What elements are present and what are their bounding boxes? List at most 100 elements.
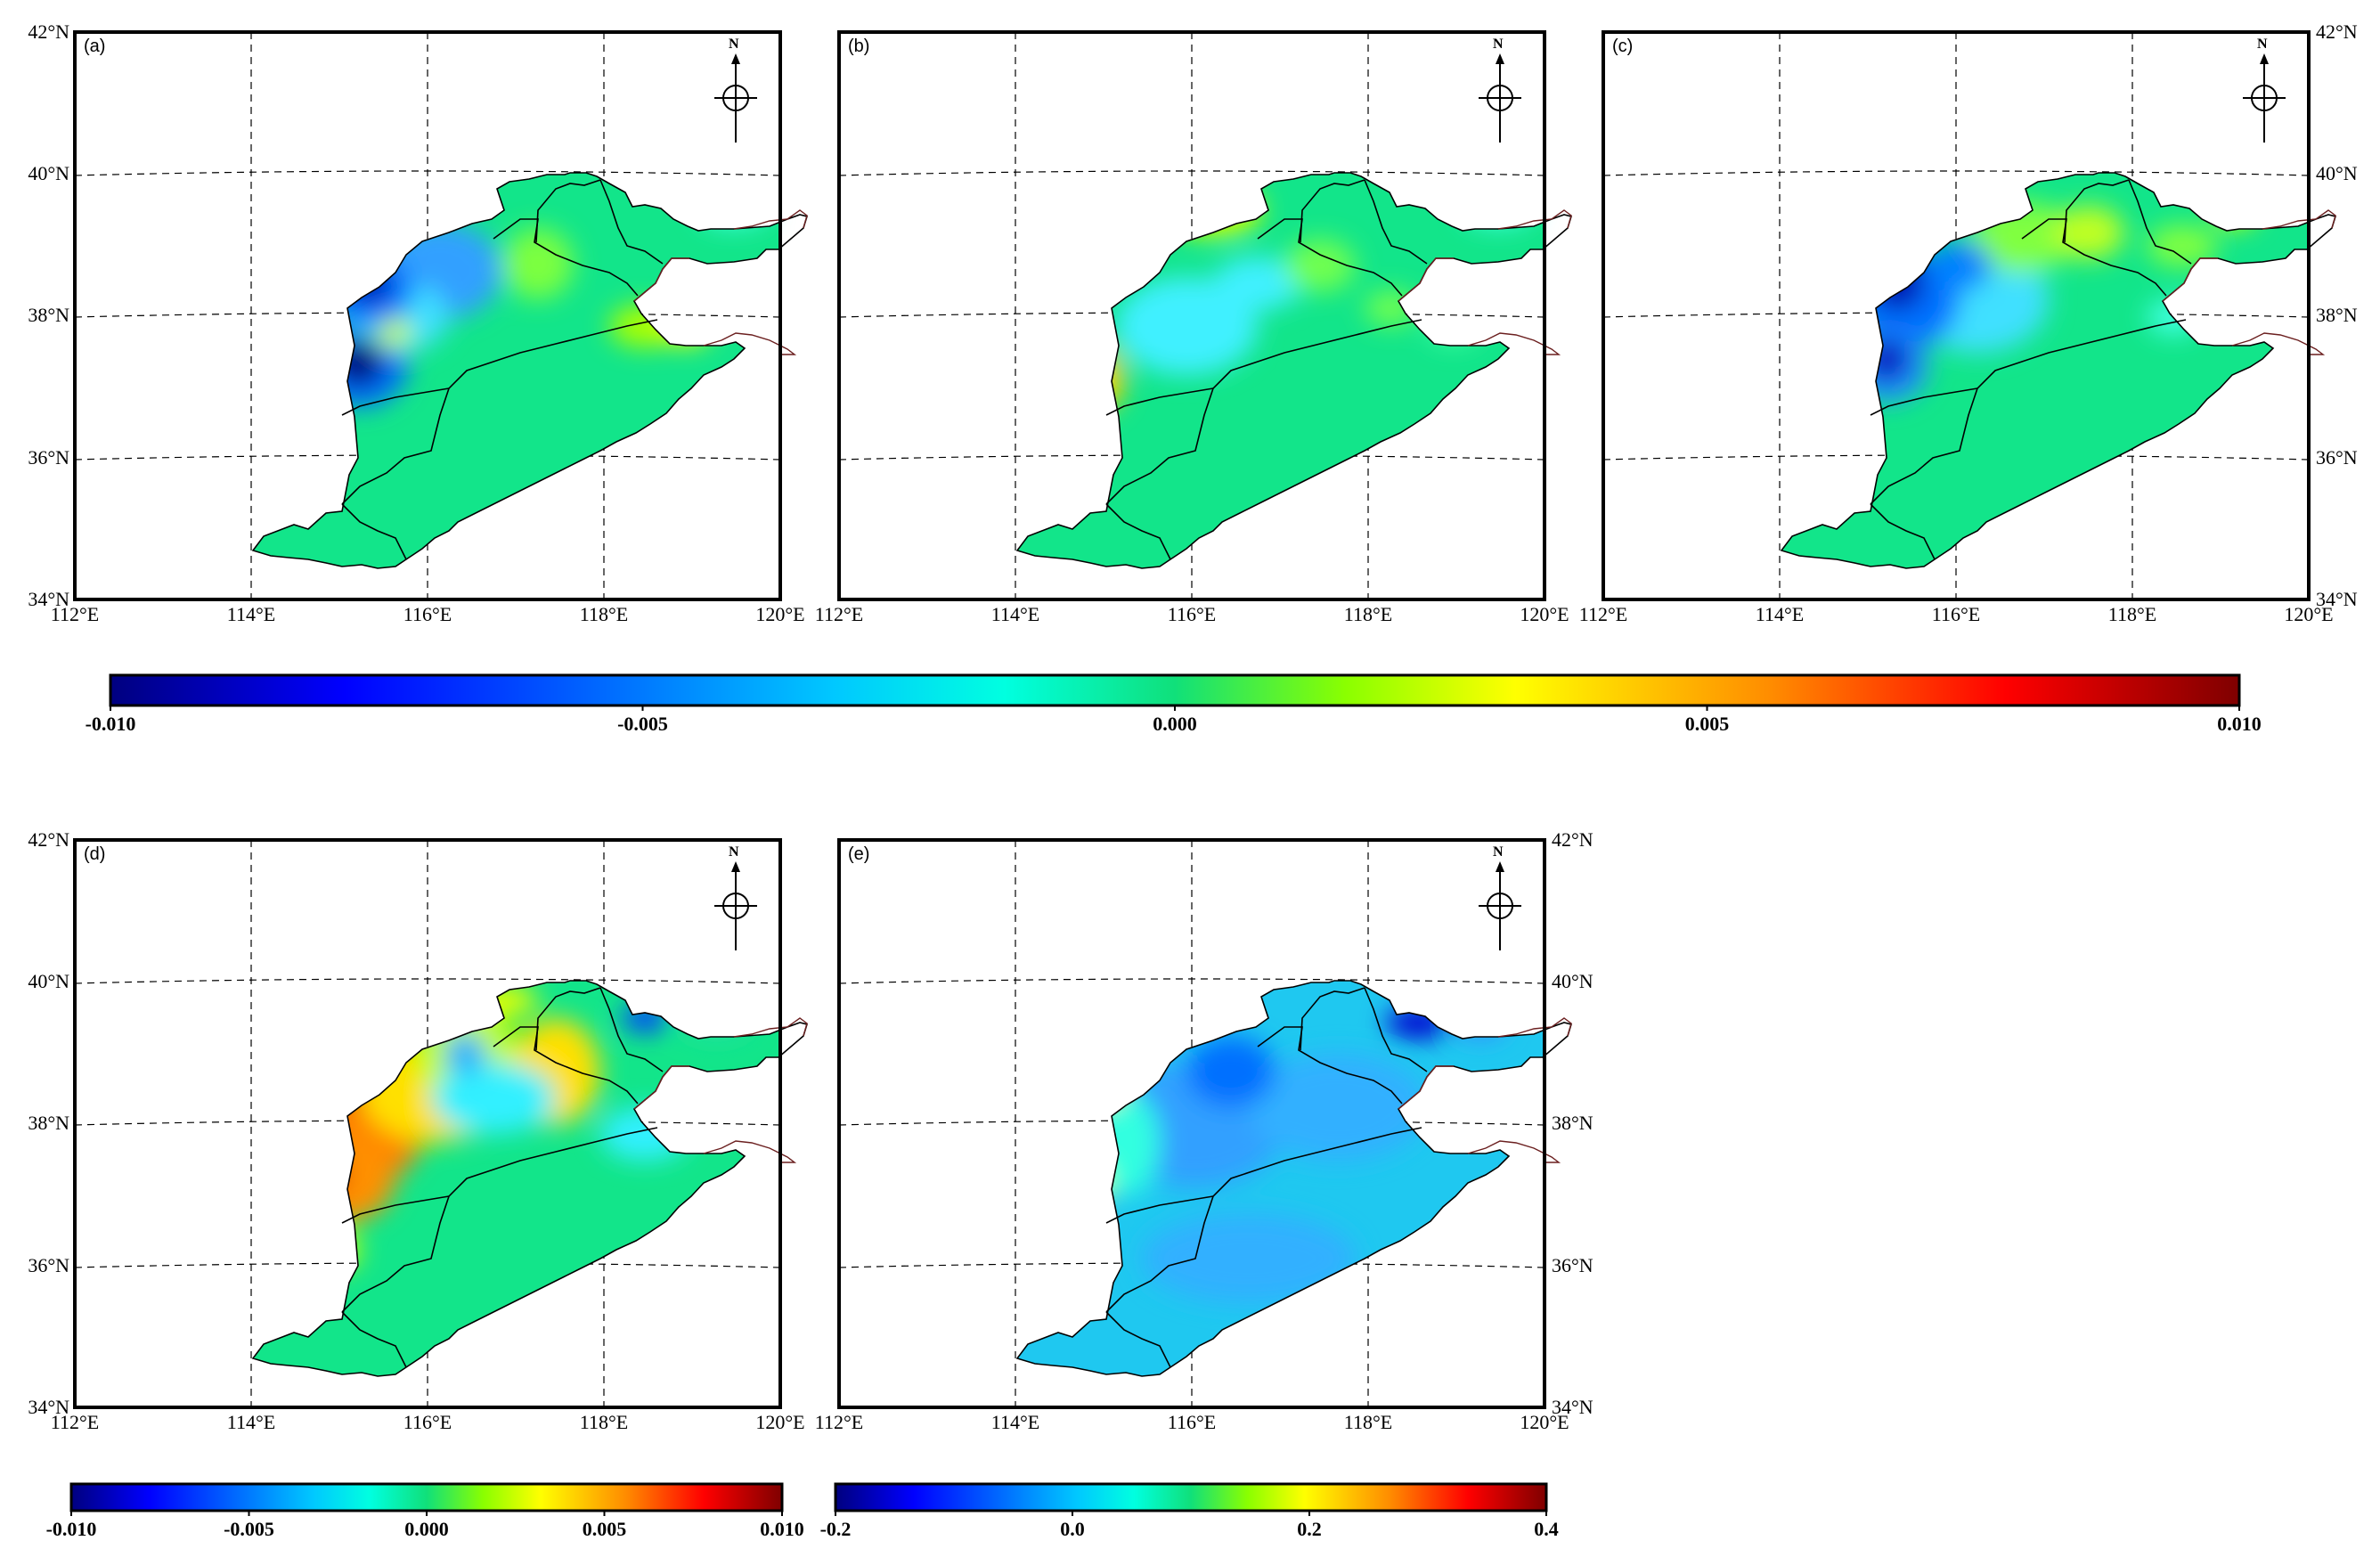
field-blob xyxy=(1069,1163,1108,1202)
province-boundary xyxy=(1105,1311,1171,1368)
province-boundary xyxy=(493,1026,639,1105)
x-tick-label: 116°E xyxy=(403,603,452,625)
field-blob xyxy=(2214,192,2257,228)
province-boundary xyxy=(1105,503,1171,560)
field-blob xyxy=(1115,277,1258,375)
colorbar-tick-label: 0.000 xyxy=(404,1518,449,1540)
y-tick-label: 40°N xyxy=(1552,970,1593,992)
field-blob xyxy=(297,1054,361,1107)
field-blob xyxy=(297,1151,343,1197)
colorbar-tick-label: -0.010 xyxy=(46,1518,97,1540)
field-e xyxy=(1017,981,1545,1376)
colorbar-tick-label: -0.005 xyxy=(617,713,668,735)
province-boundary xyxy=(341,1311,407,1368)
parallel-line xyxy=(74,978,781,984)
province-boundary xyxy=(341,503,407,560)
field-a xyxy=(253,173,780,568)
field-blob xyxy=(1142,1214,1356,1303)
x-tick-label: 118°E xyxy=(1344,1411,1392,1433)
map-panel-e: (e) N 112°E 114°E 116°E 118°E 120°E34°N 36°N 38°… xyxy=(815,828,1593,1433)
y-tick-label: 40°N xyxy=(28,162,69,184)
coastline xyxy=(1497,209,1572,230)
province-boundary xyxy=(493,218,639,297)
field-blob xyxy=(502,228,574,299)
coastline xyxy=(1398,1065,1561,1163)
y-tick-label: 38°N xyxy=(1552,1112,1593,1134)
province-boundary xyxy=(1364,179,1428,265)
map-frame xyxy=(73,838,782,1409)
panel-label: (d) xyxy=(84,844,105,864)
province-boundary xyxy=(341,387,450,416)
x-tick-label: 112°E xyxy=(1579,603,1627,625)
map-panel-b: (b) N 112°E 114°E 116°E 118°E 120°E xyxy=(815,30,1572,625)
colorbar-tick-label: -0.2 xyxy=(820,1518,852,1540)
north-arrow-icon: N xyxy=(714,37,757,143)
north-label: N xyxy=(1493,844,1504,860)
x-tick-label: 120°E xyxy=(1520,1411,1569,1433)
field-blob xyxy=(2053,206,2124,259)
y-tick-label: 42°N xyxy=(28,20,69,43)
field-blob xyxy=(1088,1089,1160,1196)
province-boundary xyxy=(1870,503,1936,560)
field-blob xyxy=(1463,194,1534,226)
province-boundary xyxy=(1257,218,1403,297)
province-boundary xyxy=(1105,387,1214,416)
x-tick-label: 118°E xyxy=(580,1411,628,1433)
y-tick-label: 36°N xyxy=(28,446,69,469)
north-arrow-icon: N xyxy=(1479,37,1521,143)
y-tick-label: 42°N xyxy=(1552,828,1593,851)
colorbar-tick-label: 0.010 xyxy=(2217,713,2262,735)
field-blob xyxy=(444,1032,486,1075)
north-arrow-icon: N xyxy=(1479,844,1521,950)
field-blob xyxy=(1071,1068,1106,1104)
province-boundary xyxy=(535,987,601,1051)
x-tick-label: 114°E xyxy=(991,603,1039,625)
map-panel-c: (c) N 112°E 114°E 116°E 118°E 120°E34°N 36°N 38°… xyxy=(1579,20,2358,625)
field-blob xyxy=(698,194,770,226)
field-blobs xyxy=(1069,1007,1507,1303)
field-blob xyxy=(2147,224,2218,267)
colorbar-tick-label: -0.010 xyxy=(86,713,136,735)
colorbar-bottom-right: -0.2 0.0 0.2 0.4 xyxy=(820,1482,1559,1540)
province-boundary xyxy=(1105,1127,1422,1313)
coastline xyxy=(633,257,797,355)
colorbar-tick-label: 0.4 xyxy=(1534,1518,1559,1540)
x-tick-label: 120°E xyxy=(755,603,804,625)
x-tick-label: 116°E xyxy=(1168,1411,1216,1433)
province-boundary xyxy=(1105,1195,1214,1224)
province-boundary xyxy=(341,1195,450,1224)
y-tick-label: 36°N xyxy=(28,1254,69,1276)
field-blob xyxy=(1454,1007,1507,1039)
map-frame xyxy=(73,30,782,601)
y-tick-label: 42°N xyxy=(28,828,69,851)
y-tick-label: 38°N xyxy=(28,304,69,326)
province-boundary xyxy=(1364,987,1428,1072)
coastline xyxy=(733,209,808,230)
panel-label: (b) xyxy=(848,37,869,56)
x-tick-label: 118°E xyxy=(2108,603,2156,625)
coastline xyxy=(1398,257,1561,355)
parallel-line xyxy=(838,978,1545,984)
north-label: N xyxy=(2257,37,2268,52)
field-blob xyxy=(1029,251,1068,312)
x-tick-label: 120°E xyxy=(1520,603,1569,625)
y-tick-label: 34°N xyxy=(1552,1396,1593,1418)
x-tick-label: 118°E xyxy=(580,603,628,625)
north-arrow-icon: N xyxy=(2243,37,2286,143)
province-boundary xyxy=(2064,179,2130,243)
province-boundary xyxy=(2021,218,2167,297)
coastline xyxy=(733,1017,808,1038)
parallel-line xyxy=(1602,170,2310,176)
x-tick-label: 116°E xyxy=(403,1411,452,1433)
x-tick-label: 120°E xyxy=(2284,603,2333,625)
x-tick-label: 112°E xyxy=(815,603,863,625)
panel-label: (c) xyxy=(1612,37,1633,56)
y-tick-label: 40°N xyxy=(28,970,69,992)
coastline xyxy=(2262,209,2336,230)
field-b xyxy=(1017,173,1545,568)
x-tick-label: 118°E xyxy=(1344,603,1392,625)
y-tick-label: 42°N xyxy=(2316,20,2358,43)
province-boundary xyxy=(1105,319,1422,505)
colorbar-tick-label: 0.2 xyxy=(1297,1518,1322,1540)
